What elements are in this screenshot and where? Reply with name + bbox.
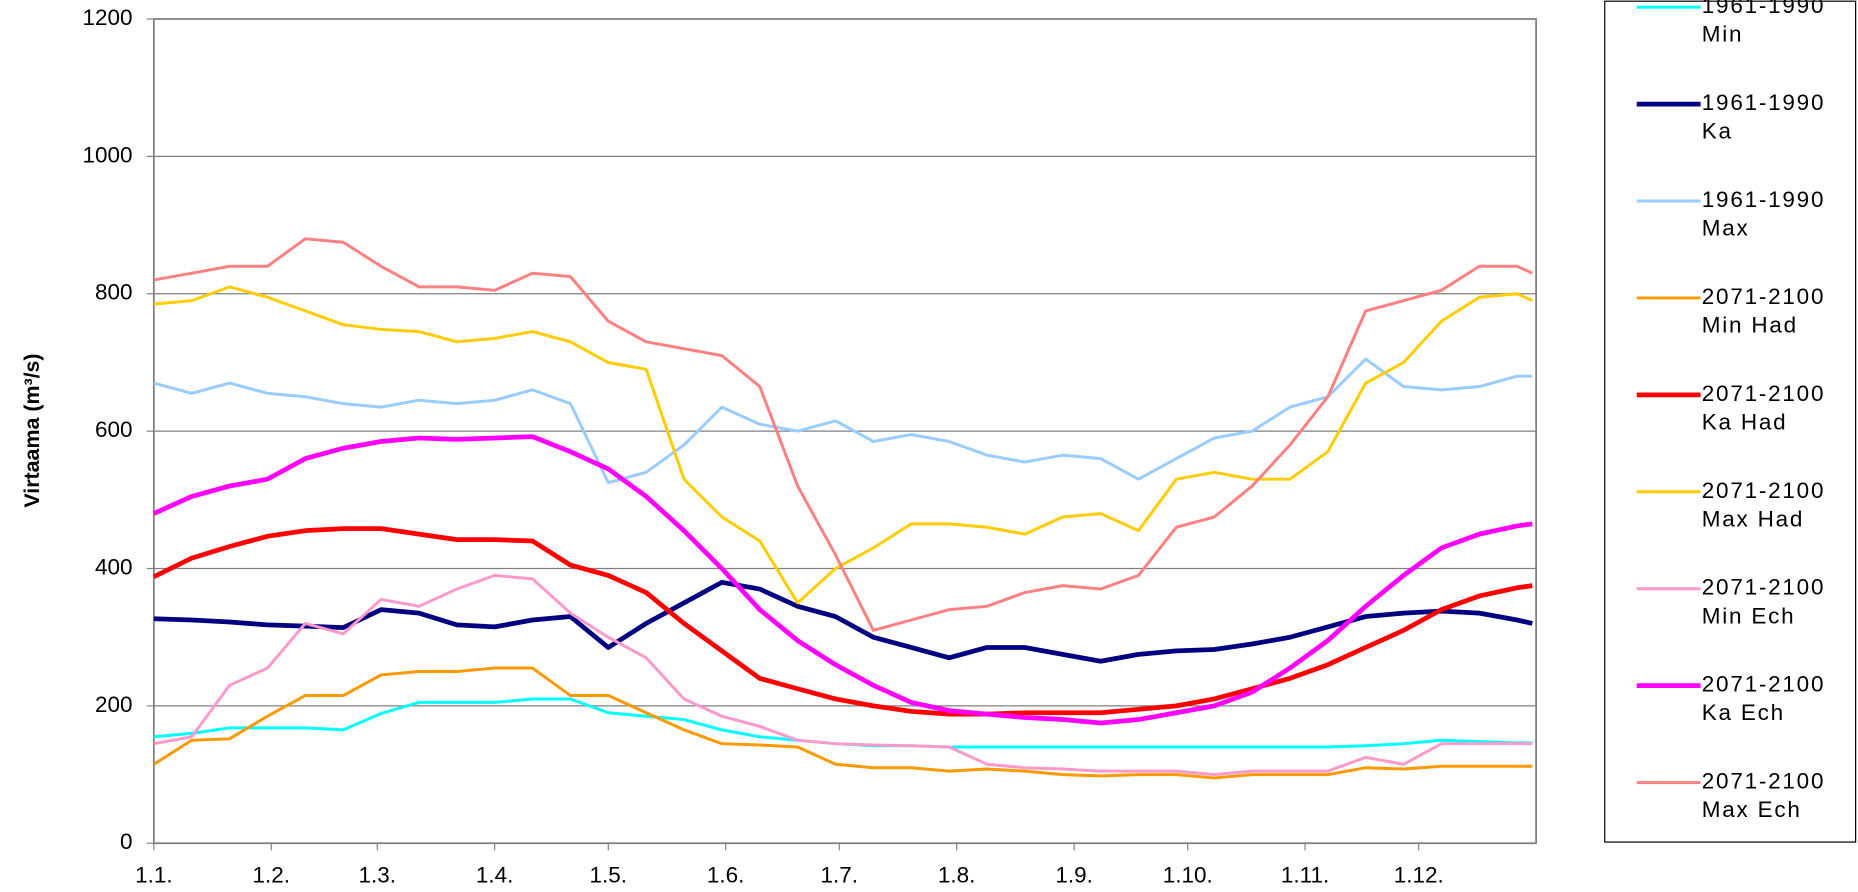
x-tick-label: 1.1. — [135, 862, 173, 887]
y-tick-label: 800 — [95, 280, 133, 305]
legend-label: 2071-2100 Min Had — [1702, 284, 1825, 338]
x-tick-label: 1.10. — [1163, 862, 1213, 887]
series-line — [153, 573, 1533, 777]
series-line — [153, 285, 1533, 605]
legend-label-line: Min Had — [1702, 312, 1798, 337]
x-tick-label: 1.2. — [252, 862, 290, 887]
series-line — [153, 579, 1533, 664]
series-line — [153, 666, 1533, 780]
series-line — [153, 357, 1533, 485]
legend-label: 2071-2100 Ka Ech — [1702, 672, 1825, 726]
legend-label-line: Min Ech — [1702, 603, 1796, 628]
x-tick-label: 1.6. — [707, 862, 745, 887]
legend-label: 2071-2100 Ka Had — [1702, 381, 1825, 435]
legend-label: 1961-1990 Ka — [1702, 90, 1825, 144]
series-line — [152, 434, 1533, 726]
x-tick-label: 1.11. — [1281, 862, 1329, 887]
legend-label-line: 2071-2100 — [1702, 478, 1825, 503]
legend-label-line: 2071-2100 — [1702, 284, 1825, 309]
x-tick-label: 1.7. — [821, 862, 859, 887]
y-tick-label: 600 — [95, 417, 133, 442]
legend-label: 1961-1990 Max — [1702, 187, 1825, 241]
y-axis-label: Virtaama (m³/s) — [20, 353, 44, 507]
legend-box — [1604, 0, 1857, 843]
x-tick-label: 1.8. — [938, 862, 976, 887]
x-tick-label: 1.4. — [476, 862, 514, 887]
series-line — [153, 237, 1533, 632]
legend-label-line: 1961-1990 — [1702, 90, 1825, 115]
y-tick-label: 400 — [95, 554, 133, 579]
legend-label-line: Max Ech — [1702, 797, 1802, 822]
x-tick-label: 1.9. — [1055, 862, 1093, 887]
legend-label-line: 2071-2100 — [1702, 575, 1825, 600]
legend-label-line: 2071-2100 — [1702, 381, 1825, 406]
legend-label: 1961-1990 Min — [1702, 0, 1825, 47]
x-tick-label: 1.12. — [1394, 862, 1444, 887]
legend-label-line: Ka Had — [1702, 409, 1788, 434]
y-tick-label: 200 — [95, 692, 133, 717]
legend-label-line: Min — [1702, 22, 1744, 47]
legend-label: 2071-2100 Max Had — [1702, 478, 1825, 532]
legend-label-line: Max Had — [1702, 506, 1804, 531]
legend-label-line: Ka — [1702, 119, 1733, 144]
series-line — [152, 526, 1533, 717]
y-tick-label: 1000 — [83, 142, 133, 167]
legend-label: 2071-2100 Min Ech — [1702, 575, 1825, 629]
legend-label-line: Ka Ech — [1702, 700, 1785, 725]
legend-label-line: 2071-2100 — [1702, 672, 1825, 697]
legend-label-line: 1961-1990 — [1702, 187, 1825, 212]
legend-label-line: Max — [1702, 215, 1750, 240]
legend-label-line: 2071-2100 — [1702, 768, 1825, 793]
legend-label-line: 1961-1990 — [1702, 0, 1825, 18]
legend-label: 2071-2100 Max Ech — [1702, 768, 1825, 822]
y-tick-label: 1200 — [83, 5, 133, 30]
y-tick-label: 0 — [120, 829, 133, 854]
x-tick-label: 1.5. — [590, 862, 628, 887]
x-tick-label: 1.3. — [359, 862, 397, 887]
